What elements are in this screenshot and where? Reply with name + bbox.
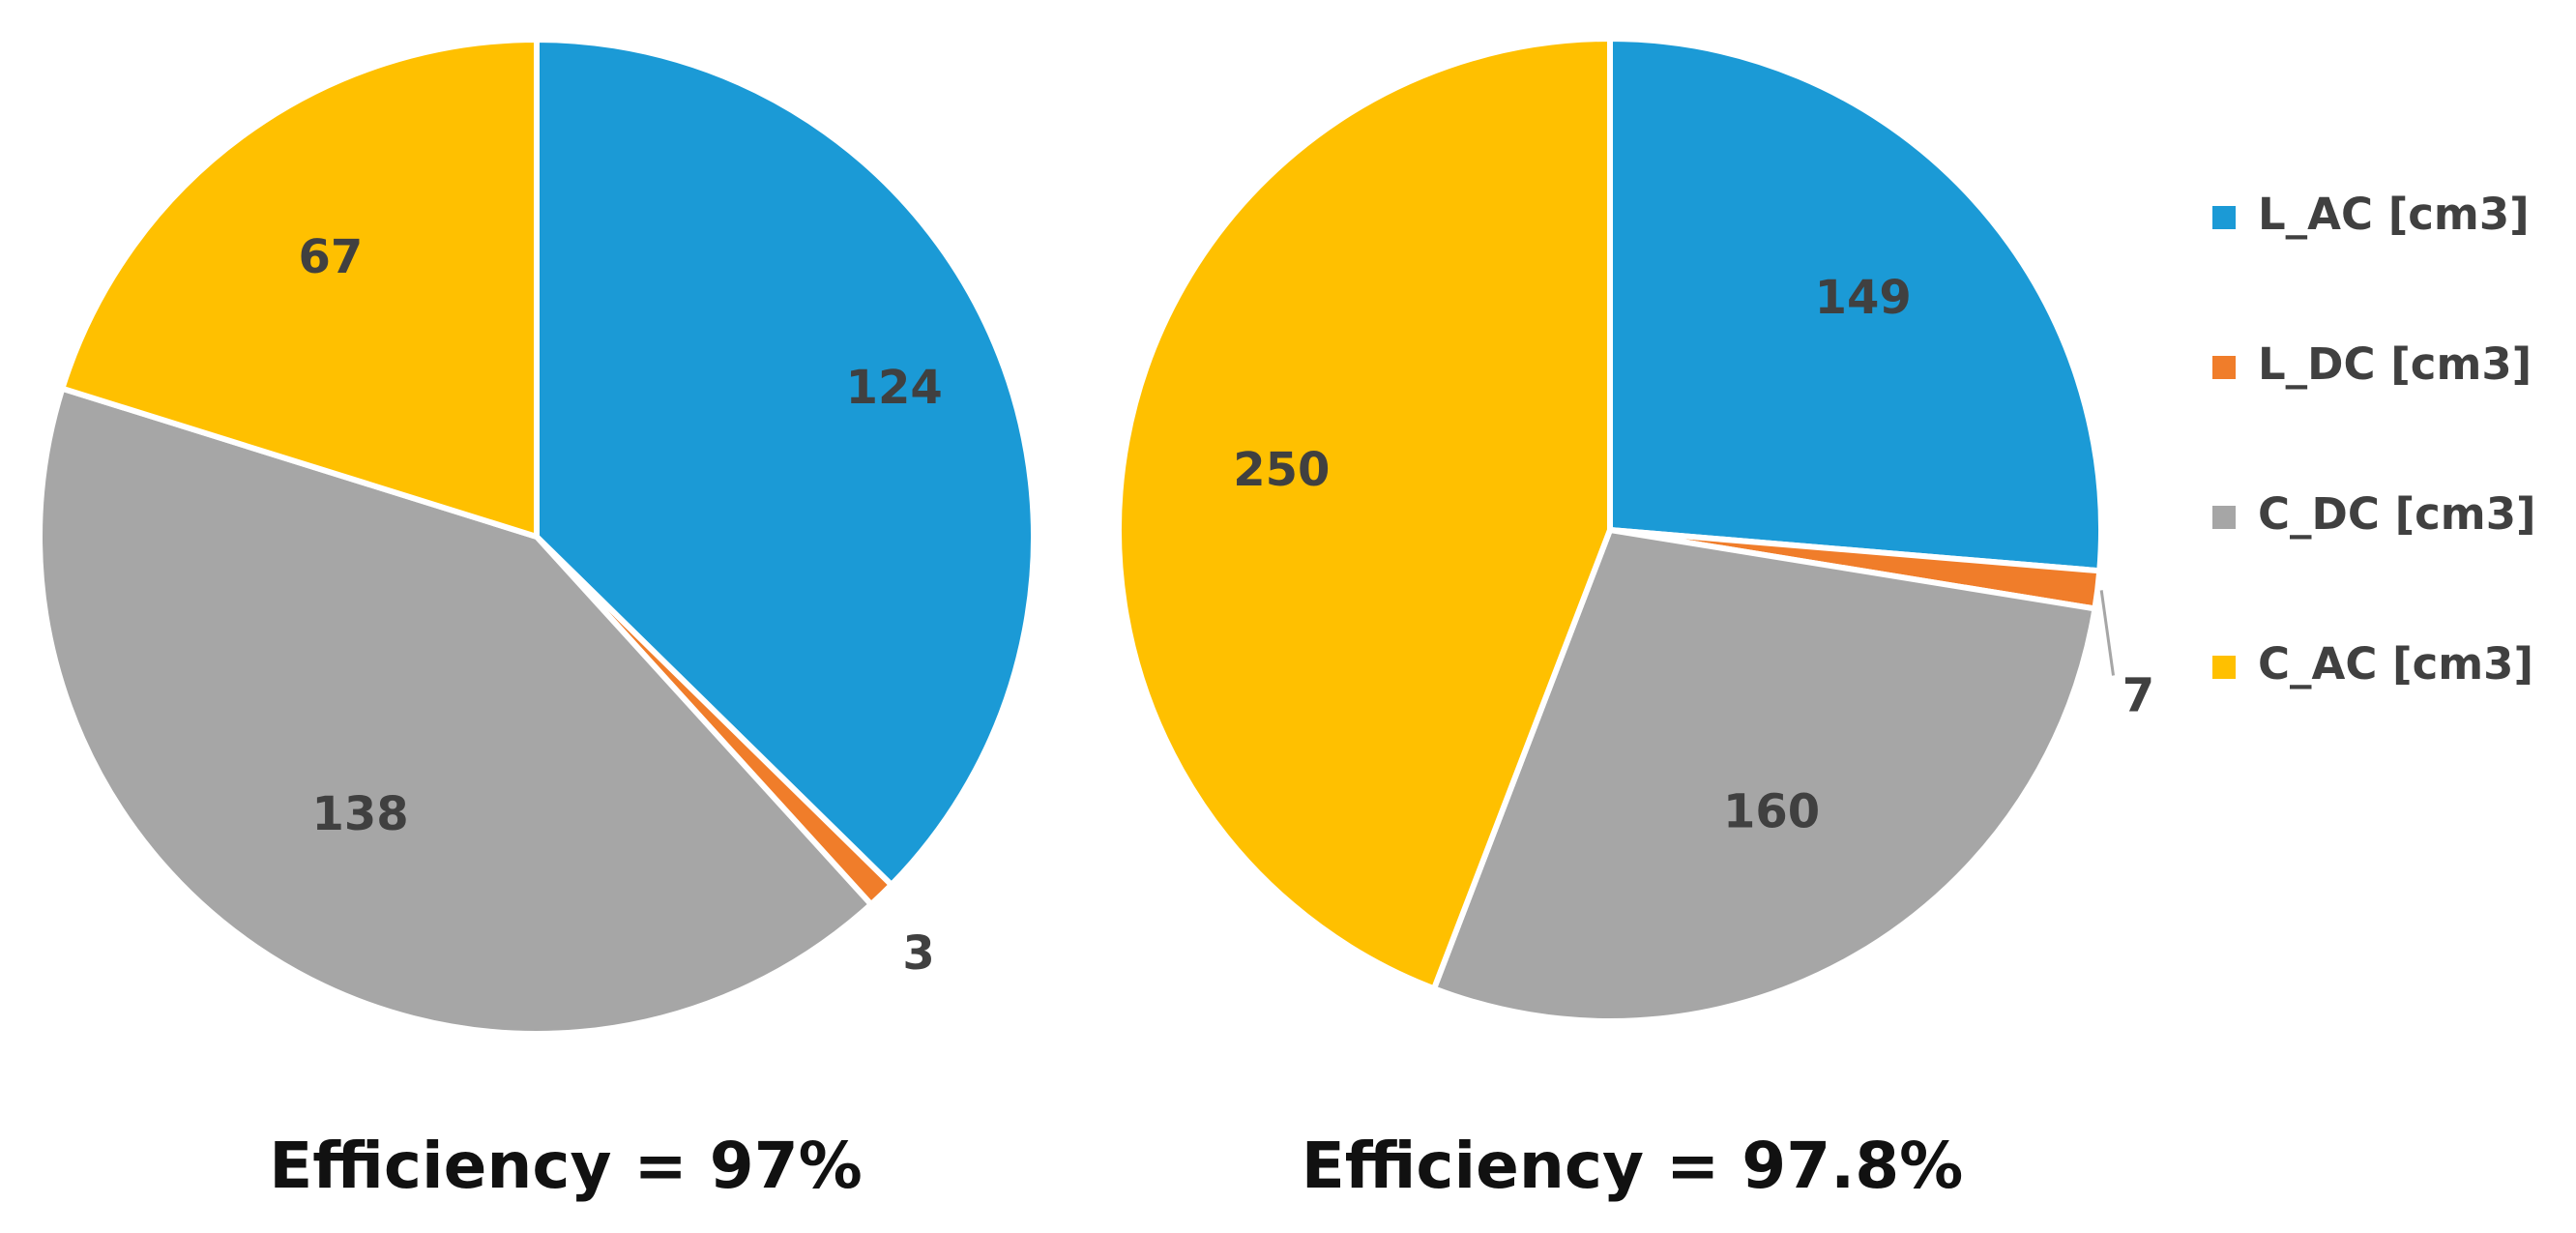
legend-label: C_DC [cm3] [2258, 488, 2536, 540]
labels-layer: 124 3 138 67 149 7 160 250 [298, 230, 2154, 981]
legend-swatch [2212, 206, 2236, 229]
pie1-data-label: 124 [846, 361, 943, 415]
pies-layer [37, 36, 2104, 1037]
legend-label: C_AC [cm3] [2258, 638, 2533, 690]
pie1-slice-c-dc [37, 385, 874, 1037]
legend-swatch [2212, 506, 2236, 529]
pie2-data-label: 160 [1723, 785, 1820, 839]
legend-swatch [2212, 656, 2236, 679]
pie2-slice-c-ac [1116, 36, 1613, 992]
pie1-slice-l-ac [534, 37, 1037, 888]
pie2-leader-line [2099, 590, 2115, 676]
legend: L_AC [cm3] L_DC [cm3] C_DC [cm3] C_AC [cm3] [2212, 189, 2536, 690]
pie2-data-label: 149 [1815, 271, 1912, 325]
legend-label: L_AC [cm3] [2258, 189, 2530, 240]
pie1-slice-c-ac [59, 37, 540, 540]
pie2-data-label: 7 [2122, 668, 2154, 722]
captions-layer: Efficiency = 97% Efficiency = 97.8% [269, 1129, 1963, 1203]
pie1-data-label: 138 [311, 787, 408, 841]
pie1-data-label: 67 [298, 230, 363, 284]
legend-label: L_DC [cm3] [2258, 338, 2532, 390]
caption-efficiency-2: Efficiency = 97.8% [1302, 1129, 1964, 1203]
caption-efficiency-1: Efficiency = 97% [269, 1129, 863, 1203]
legend-swatch [2212, 356, 2236, 379]
pie2-data-label: 250 [1233, 443, 1330, 497]
pie2-slice-c-dc [1431, 527, 2098, 1024]
pie2-slice-l-ac [1607, 36, 2104, 574]
pie1-data-label: 3 [902, 926, 934, 981]
